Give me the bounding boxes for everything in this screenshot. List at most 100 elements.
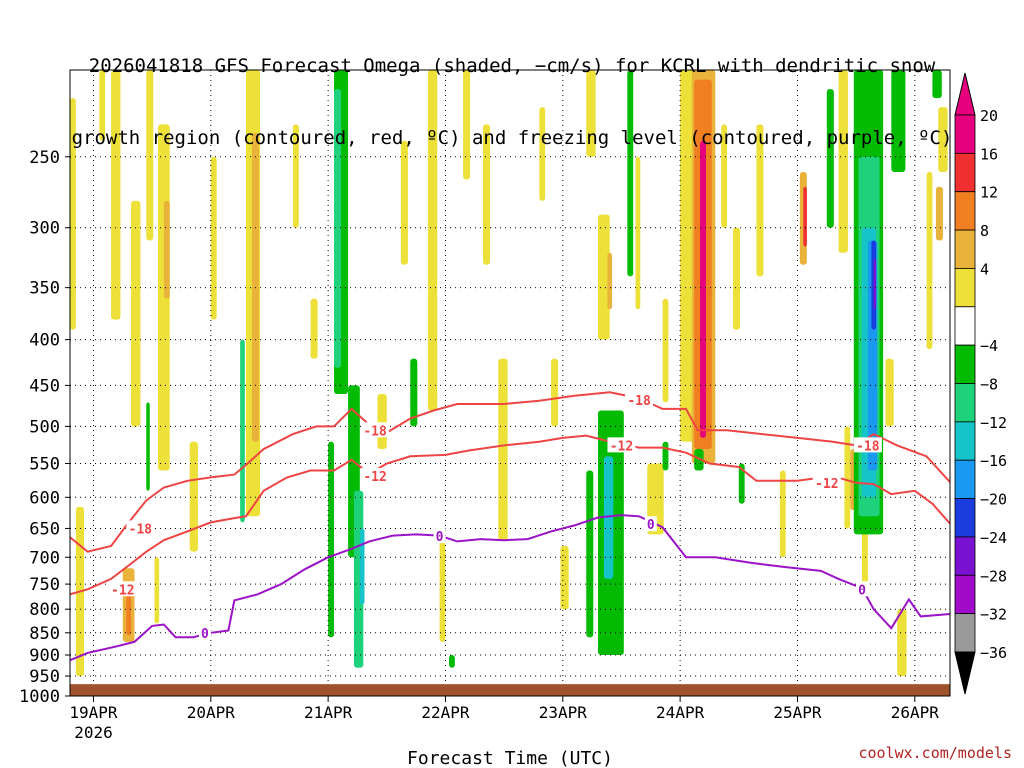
y-tick-label-850: 850 xyxy=(29,624,60,644)
ground-fill xyxy=(70,684,950,696)
omega-cell-11 xyxy=(154,557,160,624)
omega-cell-44 xyxy=(635,156,641,310)
contour-labels: -18 -12 -18 -12 -12 -18 -12 -18 0 0 0 0 xyxy=(108,391,882,642)
contour-label-bg-4 xyxy=(607,437,636,453)
omega-cell-9 xyxy=(163,200,170,299)
colorbar-label-3: 8 xyxy=(980,222,989,240)
y-tick-label-350: 350 xyxy=(29,279,60,299)
omega-cell-55 xyxy=(732,227,740,330)
y-tick-label-750: 750 xyxy=(29,575,60,595)
omega-cell-77 xyxy=(938,107,948,173)
contour-label-bg-11 xyxy=(856,581,868,597)
omega-cell-28 xyxy=(427,70,438,411)
omega-cell-20 xyxy=(334,88,342,368)
colorbar-swatch-3 xyxy=(954,229,976,269)
omega-cell-78 xyxy=(932,70,942,99)
y-tick-label-600: 600 xyxy=(29,488,60,508)
contour-label-7: -18 xyxy=(856,439,880,454)
contour-label-bg-3 xyxy=(361,467,390,483)
y-tick-label-300: 300 xyxy=(29,219,60,239)
x-tick-label-21APR: 21APR xyxy=(304,703,353,722)
omega-cell-30 xyxy=(448,655,455,668)
omega-cell-42 xyxy=(603,456,614,579)
x-tick-label-26APR: 26APR xyxy=(891,703,940,722)
grid-lines xyxy=(70,70,950,696)
colorbar-label-7: −12 xyxy=(980,414,1007,432)
contour-label-bg-10 xyxy=(644,516,657,532)
omega-cell-27 xyxy=(410,358,418,427)
contour-dgz-top xyxy=(70,391,950,553)
x-tick-label-24APR: 24APR xyxy=(656,703,705,722)
y-tick-label-450: 450 xyxy=(29,376,60,396)
omega-cell-48 xyxy=(662,298,669,403)
omega-cell-21 xyxy=(328,441,334,638)
colorbar-label-2: 12 xyxy=(980,184,998,202)
omega-cell-74 xyxy=(897,609,907,677)
contour-label-bg-0 xyxy=(126,520,155,536)
omega-cell-4 xyxy=(131,200,141,427)
y-tick-label-700: 700 xyxy=(29,548,60,568)
colorbar-label-10: −24 xyxy=(980,529,1007,547)
y-tick-label-950: 950 xyxy=(29,667,60,687)
omega-cell-29 xyxy=(439,528,446,642)
colorbar-swatch-9 xyxy=(954,459,976,499)
contour-label-2: -18 xyxy=(363,424,387,439)
omega-cell-32 xyxy=(483,124,491,265)
y-tick-label-800: 800 xyxy=(29,600,60,620)
omega-cell-63 xyxy=(844,426,851,529)
plot-frame xyxy=(69,69,951,697)
omega-cell-36 xyxy=(560,545,569,610)
ground-surface xyxy=(70,684,950,696)
contour-label-9: 0 xyxy=(436,530,444,545)
colorbar-swatch-13 xyxy=(954,613,976,653)
colorbar-label-13: −36 xyxy=(980,644,1007,662)
contour-lines xyxy=(70,391,950,662)
omega-cell-46 xyxy=(662,441,669,471)
omega-cell-2 xyxy=(99,70,106,141)
omega-cell-33 xyxy=(498,358,508,541)
contour-label-0: -18 xyxy=(129,522,153,537)
omega-cell-73 xyxy=(891,70,906,173)
site-credit: coolwx.com/models xyxy=(858,744,1012,762)
omega-cell-12 xyxy=(189,441,198,552)
colorbar-swatch-8 xyxy=(954,421,976,461)
contour-freezing-level xyxy=(70,514,950,662)
colorbar-swatch-11 xyxy=(954,536,976,576)
y-tick-label-500: 500 xyxy=(29,417,60,437)
colorbar-label-4: 4 xyxy=(980,260,989,278)
omega-cell-75 xyxy=(926,172,933,350)
omega-cell-43 xyxy=(627,70,634,277)
colorbar-bottom-arrow xyxy=(954,651,976,695)
omega-cell-59 xyxy=(803,186,807,247)
y-tick-label-250: 250 xyxy=(29,148,60,168)
omega-cell-3 xyxy=(111,70,121,320)
colorbar-label-5: −4 xyxy=(980,337,998,355)
omega-cell-6 xyxy=(126,589,132,636)
omega-cell-71 xyxy=(873,258,877,310)
x-tick-label-20APR: 20APR xyxy=(187,703,236,722)
omega-cell-13 xyxy=(210,156,217,320)
chart-title: 2026041818 GFS Forecast Omega (shaded, −… xyxy=(0,6,1024,174)
contour-label-bg-7 xyxy=(853,437,882,453)
colorbar-label-8: −16 xyxy=(980,452,1007,470)
y-tick-label-550: 550 xyxy=(29,454,60,474)
colorbar: 20 16 12 8 4 −4 −8 −12 −16 −20 −24 −28 −32 −36 xyxy=(954,72,1007,695)
x-tick-label-25APR: 25APR xyxy=(773,703,822,722)
omega-cell-62 xyxy=(838,70,848,253)
omega-cell-38 xyxy=(598,214,610,340)
omega-cell-18 xyxy=(310,298,318,359)
colorbar-label-1: 16 xyxy=(980,145,998,163)
contour-label-6: -12 xyxy=(815,477,838,492)
omega-cell-76 xyxy=(935,186,943,241)
y-tick-label-400: 400 xyxy=(29,331,60,351)
omega-cell-54 xyxy=(721,124,728,228)
contour-label-5: -18 xyxy=(627,394,651,409)
y-tick-label-1000: 1000 xyxy=(19,687,60,707)
omega-cell-61 xyxy=(826,88,834,228)
colorbar-swatch-6 xyxy=(954,344,976,384)
omega-cell-53 xyxy=(694,449,704,471)
colorbar-swatch-10 xyxy=(954,498,976,538)
colorbar-label-6: −8 xyxy=(980,376,998,394)
